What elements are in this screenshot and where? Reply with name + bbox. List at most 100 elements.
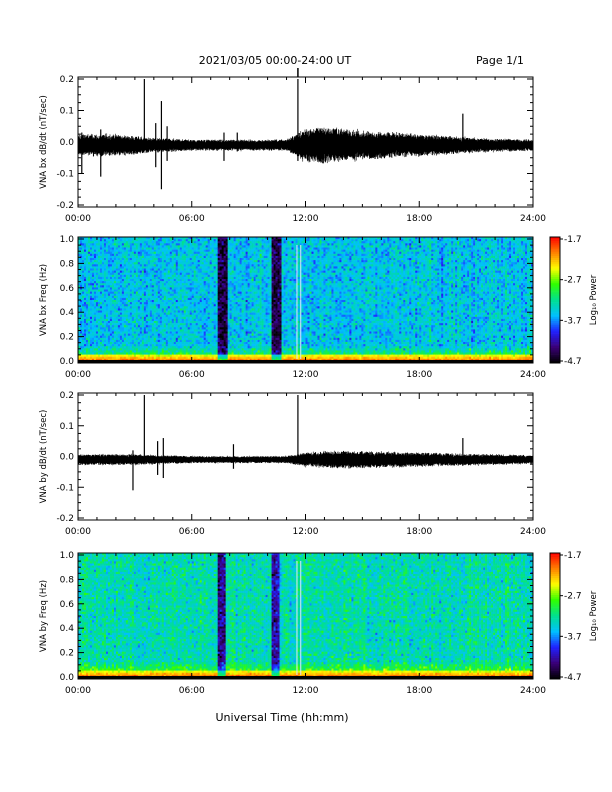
spectrogram-cell bbox=[118, 348, 120, 350]
spectrogram-cell bbox=[166, 264, 168, 266]
spectrogram-cell bbox=[158, 287, 160, 289]
spectrogram-cell bbox=[198, 248, 200, 250]
spectrogram-cell bbox=[180, 334, 182, 336]
spectrogram-cell bbox=[116, 248, 118, 250]
spectrogram-cell bbox=[222, 315, 224, 317]
spectrogram-cell bbox=[174, 250, 176, 252]
spectrogram-cell bbox=[100, 327, 102, 329]
spectrogram-cell bbox=[126, 319, 128, 321]
spectrogram-cell bbox=[206, 306, 208, 308]
spectrogram-cell bbox=[212, 325, 214, 327]
spectrogram-cell bbox=[88, 258, 90, 260]
spectrogram-cell bbox=[172, 277, 174, 279]
spectrogram-cell bbox=[238, 300, 240, 302]
spectrogram-cell bbox=[192, 254, 194, 256]
spectrogram-cell bbox=[190, 243, 192, 245]
spectrogram-cell bbox=[128, 304, 130, 306]
spectrogram-cell bbox=[136, 317, 138, 319]
spectrogram-cell bbox=[214, 262, 216, 264]
spectrogram-cell bbox=[170, 300, 172, 302]
spectrogram-cell bbox=[172, 250, 174, 252]
spectrogram-cell bbox=[226, 287, 228, 289]
spectrogram-cell bbox=[164, 283, 166, 285]
spectrogram-cell bbox=[86, 245, 88, 247]
spectrogram-cell bbox=[104, 250, 106, 252]
spectrogram-cell bbox=[116, 346, 118, 348]
spectrogram-cell bbox=[200, 298, 202, 300]
spectrogram-cell bbox=[124, 306, 126, 308]
spectrogram-cell bbox=[150, 279, 152, 281]
spectrogram-cell bbox=[202, 252, 204, 254]
spectrogram-cell bbox=[178, 273, 180, 275]
spectrogram-cell bbox=[172, 241, 174, 243]
spectrogram-cell bbox=[88, 323, 90, 325]
spectrogram-cell bbox=[188, 346, 190, 348]
spectrogram-cell bbox=[208, 269, 210, 271]
spectrogram-cell bbox=[98, 332, 100, 334]
spectrogram-cell bbox=[120, 271, 122, 273]
spectrogram-cell bbox=[232, 281, 234, 283]
spectrogram-cell bbox=[164, 311, 166, 313]
spectrogram-cell bbox=[122, 319, 124, 321]
spectrogram-cell bbox=[176, 348, 178, 350]
spectrogram-cell bbox=[136, 243, 138, 245]
spectrogram-cell bbox=[180, 269, 182, 271]
spectrogram-cell bbox=[124, 271, 126, 273]
spectrogram-cell bbox=[116, 283, 118, 285]
spectrogram-cell bbox=[158, 327, 160, 329]
spectrogram-cell bbox=[116, 325, 118, 327]
spectrogram-cell bbox=[148, 279, 150, 281]
spectrogram-cell bbox=[84, 338, 86, 340]
spectrogram-cell bbox=[170, 342, 172, 344]
spectrogram-cell bbox=[166, 287, 168, 289]
spectrogram-cell bbox=[150, 329, 152, 331]
spectrogram-cell bbox=[236, 252, 238, 254]
spectrogram-cell bbox=[136, 340, 138, 342]
spectrogram-cell bbox=[100, 321, 102, 323]
spectrogram-cell bbox=[80, 283, 82, 285]
spectrogram-cell bbox=[210, 279, 212, 281]
spectrogram-cell bbox=[200, 250, 202, 252]
spectrogram-cell bbox=[206, 269, 208, 271]
spectrogram-cell bbox=[158, 306, 160, 308]
spectrogram-cell bbox=[226, 281, 228, 283]
spectrogram-cell bbox=[88, 313, 90, 315]
spectrogram-cell bbox=[166, 243, 168, 245]
spectrogram-cell bbox=[160, 323, 162, 325]
spectrogram-cell bbox=[174, 313, 176, 315]
spectrogram-cell bbox=[174, 332, 176, 334]
spectrogram-cell bbox=[148, 300, 150, 302]
spectrogram-cell bbox=[156, 302, 158, 304]
spectrogram-cell bbox=[106, 250, 108, 252]
spectrogram-cell bbox=[228, 302, 230, 304]
spectrogram-cell bbox=[130, 239, 132, 241]
spectrogram-cell bbox=[148, 334, 150, 336]
spectrogram-cell bbox=[158, 353, 160, 355]
spectrogram-cell bbox=[122, 357, 124, 359]
spectrogram-cell bbox=[124, 298, 126, 300]
spectrogram-cell bbox=[236, 294, 238, 296]
spectrogram-cell bbox=[166, 290, 168, 292]
spectrogram-cell bbox=[210, 264, 212, 266]
spectrogram-cell bbox=[226, 252, 228, 254]
spectrogram-cell bbox=[216, 254, 218, 256]
spectrogram-cell bbox=[90, 332, 92, 334]
spectrogram-cell bbox=[226, 304, 228, 306]
spectrogram-cell bbox=[234, 290, 236, 292]
spectrogram-cell bbox=[194, 334, 196, 336]
spectrogram-cell bbox=[194, 241, 196, 243]
spectrogram-cell bbox=[204, 292, 206, 294]
spectrogram-cell bbox=[238, 285, 240, 287]
spectrogram-cell bbox=[88, 269, 90, 271]
spectrogram-cell bbox=[152, 357, 154, 359]
spectrogram-cell bbox=[214, 260, 216, 262]
spectrogram-cell bbox=[90, 248, 92, 250]
spectrogram-cell bbox=[222, 279, 224, 281]
spectrogram-cell bbox=[104, 285, 106, 287]
spectrogram-cell bbox=[134, 252, 136, 254]
spectrogram-cell bbox=[80, 308, 82, 310]
spectrogram-cell bbox=[168, 250, 170, 252]
spectrogram-cell bbox=[144, 308, 146, 310]
spectrogram-cell bbox=[122, 275, 124, 277]
spectrogram-cell bbox=[90, 304, 92, 306]
